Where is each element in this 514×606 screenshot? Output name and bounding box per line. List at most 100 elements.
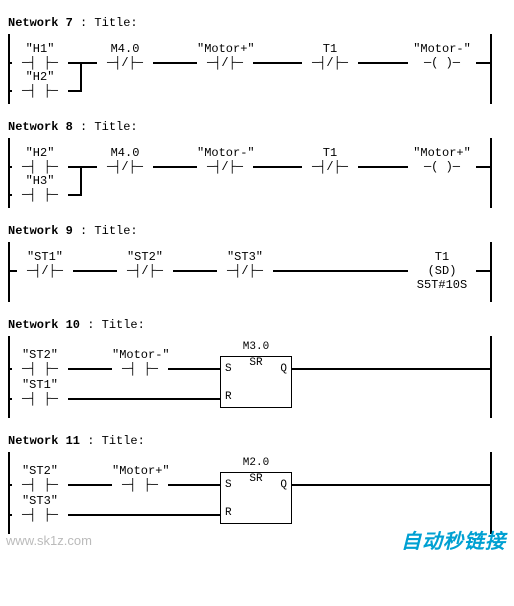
sr-s-label: S — [225, 363, 232, 375]
no-contact: "ST1"─┤ ├─ — [12, 378, 68, 406]
network-title: Network 11 : Title: — [8, 434, 506, 448]
coil-label: "Motor+" — [408, 146, 476, 160]
ladder-network: "ST2"─┤ ├─"Motor-"─┤ ├─"ST1"─┤ ├─M3.0SRS… — [8, 336, 492, 418]
network-title-text: : Title: — [73, 224, 138, 238]
contact-symbol: ─┤ ├─ — [12, 508, 68, 522]
contact-symbol: ─┤ ├─ — [12, 160, 68, 174]
contact-symbol: ─┤/├─ — [17, 264, 73, 278]
network-title-text: : Title: — [80, 318, 145, 332]
no-contact: "Motor-"─┤ ├─ — [112, 348, 168, 376]
contact-symbol: ─┤ ├─ — [12, 362, 68, 376]
nc-contact: T1─┤/├─ — [302, 42, 358, 70]
contact-label: T1 — [302, 42, 358, 56]
network-title-text: : Title: — [73, 16, 138, 30]
timer-label: T1 — [408, 250, 476, 264]
timer-symbol: (SD) — [408, 264, 476, 278]
contact-symbol: ─┤ ├─ — [12, 84, 68, 98]
nc-contact: "Motor+"─┤/├─ — [197, 42, 253, 70]
contact-symbol: ─┤ ├─ — [12, 56, 68, 70]
coil-symbol: ─( )─ — [408, 56, 476, 70]
contact-symbol: ─┤/├─ — [197, 56, 253, 70]
contact-symbol: ─┤/├─ — [217, 264, 273, 278]
network-title-text: : Title: — [73, 120, 138, 134]
contact-symbol: ─┤/├─ — [117, 264, 173, 278]
contact-label: "ST2" — [12, 348, 68, 362]
sr-q-label: Q — [280, 479, 287, 491]
sr-box: M3.0SRSQR — [220, 356, 292, 408]
contact-label: M4.0 — [97, 146, 153, 160]
contact-label: "ST2" — [117, 250, 173, 264]
contact-label: T1 — [302, 146, 358, 160]
contact-symbol: ─┤ ├─ — [12, 478, 68, 492]
nc-contact: "Motor-"─┤/├─ — [197, 146, 253, 174]
sr-s-label: S — [225, 479, 232, 491]
contact-symbol: ─┤ ├─ — [12, 188, 68, 202]
no-contact: "H1"─┤ ├─ — [12, 42, 68, 70]
network-label: Network 11 — [8, 434, 80, 448]
sr-q-label: Q — [280, 363, 287, 375]
contact-label: "H1" — [12, 42, 68, 56]
contact-label: "Motor-" — [197, 146, 253, 160]
sr-r-label: R — [225, 391, 232, 403]
branch-join — [80, 166, 82, 196]
contact-label: "H2" — [12, 70, 68, 84]
nc-contact: M4.0─┤/├─ — [97, 146, 153, 174]
contact-label: "ST1" — [17, 250, 73, 264]
network-label: Network 10 — [8, 318, 80, 332]
branch-join — [80, 62, 82, 92]
contact-label: "Motor+" — [112, 464, 168, 478]
sr-address: M2.0 — [221, 457, 291, 469]
ladder-network: "H1"─┤ ├─M4.0─┤/├─"Motor+"─┤/├─T1─┤/├─"M… — [8, 34, 492, 104]
contact-label: "ST2" — [12, 464, 68, 478]
timer-preset: S5T#10S — [408, 278, 476, 292]
contact-label: "H3" — [12, 174, 68, 188]
no-contact: "ST3"─┤ ├─ — [12, 494, 68, 522]
rung-line — [290, 484, 490, 486]
no-contact: "H2"─┤ ├─ — [12, 146, 68, 174]
coil-symbol: ─( )─ — [408, 160, 476, 174]
sr-box: M2.0SRSQR — [220, 472, 292, 524]
ladder-network: "ST2"─┤ ├─"Motor+"─┤ ├─"ST3"─┤ ├─M2.0SRS… — [8, 452, 492, 534]
contact-symbol: ─┤/├─ — [97, 56, 153, 70]
network-title: Network 7 : Title: — [8, 16, 506, 30]
coil: "Motor+"─( )─ — [408, 146, 476, 174]
coil: "Motor-"─( )─ — [408, 42, 476, 70]
no-contact: "H3"─┤ ├─ — [12, 174, 68, 202]
contact-symbol: ─┤/├─ — [302, 160, 358, 174]
contact-label: "ST3" — [12, 494, 68, 508]
network-label: Network 9 — [8, 224, 73, 238]
contact-symbol: ─┤/├─ — [97, 160, 153, 174]
contact-label: "Motor-" — [112, 348, 168, 362]
nc-contact: "ST1"─┤/├─ — [17, 250, 73, 278]
no-contact: "H2"─┤ ├─ — [12, 70, 68, 98]
sr-r-label: R — [225, 507, 232, 519]
nc-contact: M4.0─┤/├─ — [97, 42, 153, 70]
network-label: Network 7 — [8, 16, 73, 30]
banner: 自动秒链接 — [401, 525, 506, 554]
contact-symbol: ─┤/├─ — [302, 56, 358, 70]
contact-symbol: ─┤ ├─ — [112, 362, 168, 376]
timer-coil: T1(SD)S5T#10S — [408, 250, 476, 292]
contact-symbol: ─┤/├─ — [197, 160, 253, 174]
contact-label: M4.0 — [97, 42, 153, 56]
contact-label: "Motor+" — [197, 42, 253, 56]
no-contact: "ST2"─┤ ├─ — [12, 348, 68, 376]
nc-contact: "ST2"─┤/├─ — [117, 250, 173, 278]
contact-symbol: ─┤ ├─ — [112, 478, 168, 492]
rung-line — [290, 368, 490, 370]
network-title-text: : Title: — [80, 434, 145, 448]
no-contact: "ST2"─┤ ├─ — [12, 464, 68, 492]
ladder-network: "ST1"─┤/├─"ST2"─┤/├─"ST3"─┤/├─T1(SD)S5T#… — [8, 242, 492, 302]
no-contact: "Motor+"─┤ ├─ — [112, 464, 168, 492]
network-label: Network 8 — [8, 120, 73, 134]
sr-address: M3.0 — [221, 341, 291, 353]
network-title: Network 9 : Title: — [8, 224, 506, 238]
coil-label: "Motor-" — [408, 42, 476, 56]
watermark: www.sk1z.com — [6, 533, 92, 548]
contact-label: "H2" — [12, 146, 68, 160]
contact-symbol: ─┤ ├─ — [12, 392, 68, 406]
network-title: Network 8 : Title: — [8, 120, 506, 134]
contact-label: "ST3" — [217, 250, 273, 264]
nc-contact: T1─┤/├─ — [302, 146, 358, 174]
ladder-network: "H2"─┤ ├─M4.0─┤/├─"Motor-"─┤/├─T1─┤/├─"M… — [8, 138, 492, 208]
